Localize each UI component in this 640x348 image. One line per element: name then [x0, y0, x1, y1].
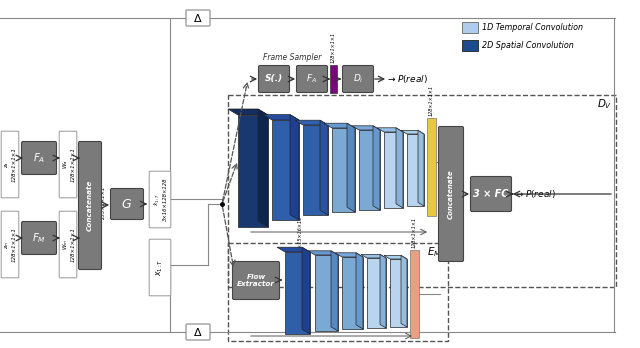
FancyBboxPatch shape — [232, 261, 280, 300]
Polygon shape — [356, 253, 363, 329]
Polygon shape — [303, 125, 328, 215]
FancyBboxPatch shape — [342, 65, 374, 93]
Polygon shape — [380, 254, 386, 328]
Text: 2D Spatial Convolution: 2D Spatial Convolution — [482, 41, 574, 50]
FancyBboxPatch shape — [1, 131, 19, 198]
Polygon shape — [407, 134, 424, 206]
Text: Concatenate: Concatenate — [87, 180, 93, 231]
Polygon shape — [377, 128, 403, 132]
FancyBboxPatch shape — [149, 171, 171, 228]
FancyBboxPatch shape — [111, 189, 143, 220]
Polygon shape — [315, 255, 338, 331]
Polygon shape — [228, 109, 268, 115]
Text: $F_A$: $F_A$ — [307, 73, 317, 85]
FancyBboxPatch shape — [186, 324, 210, 340]
Text: $\rightarrow P(real)$: $\rightarrow P(real)$ — [386, 73, 428, 85]
Polygon shape — [238, 115, 268, 227]
Text: $W_a$
128×1×1×1: $W_a$ 128×1×1×1 — [61, 147, 76, 182]
Text: Flow
Extractor: Flow Extractor — [237, 274, 275, 287]
FancyBboxPatch shape — [296, 65, 328, 93]
Bar — [427, 118, 436, 216]
Polygon shape — [361, 254, 386, 258]
FancyBboxPatch shape — [149, 239, 171, 296]
Polygon shape — [277, 247, 310, 252]
Text: $E_M$: $E_M$ — [428, 245, 442, 259]
Polygon shape — [418, 130, 424, 206]
Polygon shape — [302, 247, 310, 334]
FancyBboxPatch shape — [60, 131, 77, 198]
Text: S(.): S(.) — [265, 74, 283, 84]
Polygon shape — [401, 130, 424, 134]
FancyBboxPatch shape — [22, 221, 56, 254]
Polygon shape — [331, 251, 338, 331]
Polygon shape — [335, 253, 363, 257]
Bar — [462, 40, 478, 51]
FancyBboxPatch shape — [1, 211, 19, 278]
Text: $F_A$: $F_A$ — [33, 151, 45, 165]
Text: 2×15×16×16: 2×15×16×16 — [298, 216, 303, 250]
FancyBboxPatch shape — [470, 176, 511, 212]
Polygon shape — [359, 130, 380, 210]
Bar — [330, 65, 337, 93]
Polygon shape — [332, 128, 355, 212]
Text: $z_m$
128×1×1×1: $z_m$ 128×1×1×1 — [3, 227, 17, 262]
Bar — [462, 22, 478, 33]
Text: $x_{1:T}$: $x_{1:T}$ — [155, 259, 165, 276]
Text: $G$: $G$ — [122, 198, 132, 211]
Text: Frame Sampler: Frame Sampler — [263, 54, 321, 63]
Polygon shape — [390, 259, 407, 327]
Polygon shape — [396, 128, 403, 208]
Polygon shape — [384, 255, 407, 259]
Text: $z_a$
128×1×1×1: $z_a$ 128×1×1×1 — [3, 147, 17, 182]
Polygon shape — [342, 257, 363, 329]
Polygon shape — [290, 114, 299, 220]
Polygon shape — [320, 120, 328, 215]
Bar — [410, 250, 419, 338]
FancyBboxPatch shape — [259, 65, 289, 93]
Text: 128×1×1×1: 128×1×1×1 — [429, 85, 434, 116]
Text: 3 × FC: 3 × FC — [474, 189, 509, 199]
Polygon shape — [285, 252, 310, 334]
Polygon shape — [295, 120, 328, 125]
Text: 255×1×1×1: 255×1×1×1 — [100, 185, 106, 219]
Polygon shape — [324, 123, 355, 128]
Text: $W_m$
128×1×1×1: $W_m$ 128×1×1×1 — [61, 227, 76, 262]
Polygon shape — [272, 120, 299, 220]
Text: $\Delta$: $\Delta$ — [193, 12, 203, 24]
Polygon shape — [352, 126, 380, 130]
Text: $\hat{x}_{1:T}$
3×16×128×128: $\hat{x}_{1:T}$ 3×16×128×128 — [152, 178, 168, 221]
Text: $D_i$: $D_i$ — [353, 73, 364, 85]
Polygon shape — [308, 251, 338, 255]
Text: $D_V$: $D_V$ — [596, 97, 612, 111]
Text: $\Delta$: $\Delta$ — [193, 326, 203, 338]
FancyBboxPatch shape — [22, 142, 56, 174]
Text: 128×1×1×1: 128×1×1×1 — [412, 217, 417, 248]
Polygon shape — [373, 126, 380, 210]
Text: $F_M$: $F_M$ — [32, 231, 46, 245]
Text: 128×1×1×1: 128×1×1×1 — [331, 32, 336, 63]
FancyBboxPatch shape — [79, 142, 102, 269]
FancyBboxPatch shape — [60, 211, 77, 278]
Polygon shape — [347, 123, 355, 212]
Polygon shape — [367, 258, 386, 328]
Text: Concatenate: Concatenate — [448, 169, 454, 219]
Polygon shape — [384, 132, 403, 208]
Polygon shape — [263, 114, 299, 120]
Polygon shape — [258, 109, 268, 227]
Polygon shape — [401, 255, 407, 327]
FancyBboxPatch shape — [186, 10, 210, 26]
Text: 1D Temporal Convolution: 1D Temporal Convolution — [482, 23, 583, 32]
Text: $\rightarrow P(real)$: $\rightarrow P(real)$ — [514, 188, 556, 200]
FancyBboxPatch shape — [438, 127, 463, 261]
